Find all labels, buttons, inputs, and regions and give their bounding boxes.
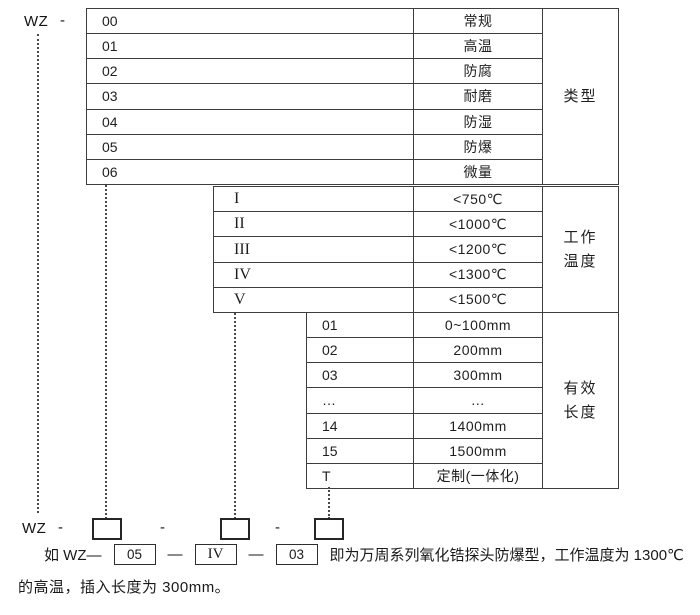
description-cell: 防爆 (463, 138, 493, 155)
description-cell: 1500mm (449, 442, 507, 459)
table-row: I <750℃ (214, 187, 542, 213)
code-cell: 06 (87, 159, 414, 184)
description-cell: <1500℃ (448, 291, 508, 308)
table-row: 02 防腐 (87, 59, 542, 85)
description-cell: 高温 (463, 38, 493, 55)
example-line-1: 如 WZ— 05 — IV — 03 即为万周系列氧化锆探头防爆型，工作温度为 … (44, 544, 684, 565)
prefix-separator-top: - (60, 12, 65, 29)
section-type: 00 常规 01 高温 02 防腐 03 耐磨 04 防湿 05 防爆 06 微量 类型 (86, 8, 619, 185)
description-cell: 0~100mm (444, 317, 512, 334)
category-label-line: 长度 (563, 403, 598, 421)
example-dash-2: — (248, 546, 264, 563)
section-rows: 00 常规 01 高温 02 防腐 03 耐磨 04 防湿 05 防爆 06 微量 (87, 9, 542, 184)
description-cell: 200mm (453, 342, 503, 359)
description-cell: 常规 (463, 13, 493, 30)
example-conclusion: 即为万周系列氧化锆探头防爆型，工作温度为 1300℃ (329, 547, 684, 564)
example-length-code: 03 (275, 544, 318, 565)
connector-line-length (328, 487, 330, 519)
table-row: 15 1500mm (307, 438, 542, 464)
section-rows: 01 0~100mm 02 200mm 03 300mm…… 14 1400mm 15 1500m… (307, 313, 542, 488)
category-label-line: 工作 (563, 228, 598, 246)
prefix-label-bottom: WZ (22, 520, 47, 537)
description-cell: 防湿 (463, 113, 493, 130)
code-cell: V (214, 287, 414, 313)
category-label-line: 有效 (563, 379, 598, 397)
table-row: 02 200mm (307, 338, 542, 364)
description-cell: 300mm (453, 367, 503, 384)
table-row: V <1500℃ (214, 287, 542, 313)
length-code-box (314, 518, 344, 540)
code-cell: IV (214, 262, 414, 287)
model-dash-1: - (58, 519, 63, 536)
code-cell: 02 (307, 338, 414, 363)
description-cell: 1400mm (449, 417, 507, 434)
table-row: T 定制(一体化) (307, 463, 542, 488)
description-cell: 防腐 (463, 63, 493, 80)
table-row: 14 1400mm (307, 413, 542, 439)
example-type-code: 05 (113, 544, 156, 565)
category-label: 工作 温度 (542, 187, 618, 312)
example-dash-1: — (167, 546, 183, 563)
code-cell: I (214, 187, 414, 212)
code-cell: 02 (87, 59, 414, 84)
code-cell: 04 (87, 109, 414, 134)
description-cell: <1200℃ (448, 241, 508, 257)
example-intro: 如 WZ— (44, 547, 102, 564)
description-cell: <750℃ (453, 190, 503, 207)
category-label: 类型 (542, 9, 618, 184)
description-cell: <1000℃ (448, 215, 508, 232)
section-effective-length: 01 0~100mm 02 200mm 03 300mm…… 14 1400mm 15 1500m… (306, 312, 619, 489)
connector-line-temperature (234, 313, 236, 519)
connector-line-type (105, 185, 107, 519)
code-cell: 01 (87, 34, 414, 59)
description-cell: 耐磨 (463, 88, 493, 105)
code-cell: 15 (307, 438, 414, 463)
table-row: 03 300mm (307, 363, 542, 389)
table-row: 06 微量 (87, 159, 542, 184)
type-code-box (92, 518, 122, 540)
temperature-code-box (220, 518, 250, 540)
description-cell: <1300℃ (448, 266, 508, 283)
description-cell: 微量 (463, 163, 493, 180)
table-row: II <1000℃ (214, 212, 542, 238)
code-cell: 14 (307, 413, 414, 438)
table-row: IV <1300℃ (214, 262, 542, 288)
code-cell: II (214, 212, 414, 237)
prefix-label-top: WZ (24, 13, 49, 30)
code-cell: 00 (87, 9, 414, 34)
example-temperature-code: IV (194, 544, 237, 565)
section-working-temperature: I <750℃ II <1000℃ III <1200℃ IV <1300℃ V <1500℃ 工作… (213, 186, 619, 313)
table-row: 03 耐磨 (87, 84, 542, 110)
description-cell: 定制(一体化) (436, 467, 520, 484)
table-row: 00 常规 (87, 9, 542, 35)
code-cell: III (214, 237, 414, 262)
description-cell: … (470, 392, 486, 409)
connector-line-prefix (37, 34, 39, 513)
model-dash-3: - (275, 519, 280, 536)
code-cell: 01 (307, 313, 414, 338)
example-line-2: 的高温，插入长度为 300mm。 (18, 579, 231, 596)
model-dash-2: - (160, 519, 165, 536)
section-rows: I <750℃ II <1000℃ III <1200℃ IV <1300℃ V <1500℃ (214, 187, 542, 313)
table-row: 01 高温 (87, 34, 542, 60)
table-row: III <1200℃ (214, 237, 542, 263)
category-label-line: 温度 (563, 252, 598, 270)
table-row: 01 0~100mm (307, 313, 542, 339)
code-cell: 03 (307, 363, 414, 388)
category-label: 有效 长度 (542, 313, 618, 488)
code-cell: … (307, 388, 414, 413)
table-row: 05 防爆 (87, 134, 542, 160)
code-cell: 03 (87, 84, 414, 109)
table-row: …… (307, 388, 542, 414)
code-cell: 05 (87, 134, 414, 159)
code-cell: T (307, 463, 414, 488)
category-label-line: 类型 (563, 87, 598, 105)
table-row: 04 防湿 (87, 109, 542, 135)
